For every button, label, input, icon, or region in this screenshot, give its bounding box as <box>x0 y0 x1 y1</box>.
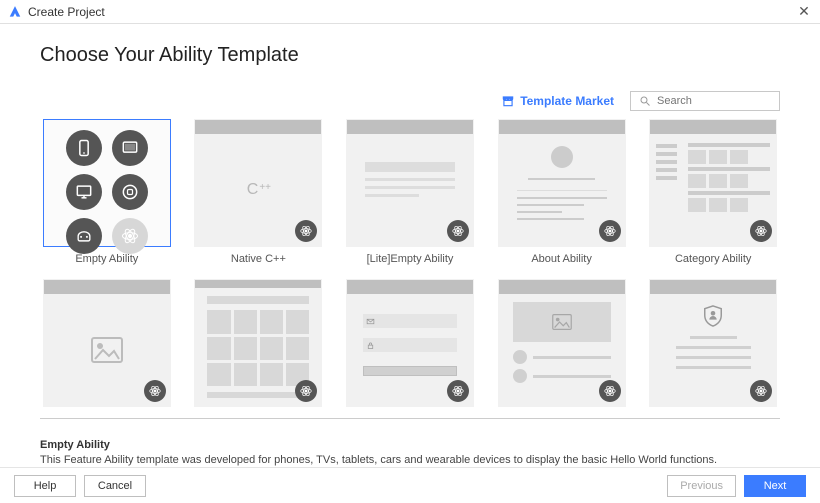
next-button[interactable]: Next <box>744 475 806 497</box>
template-card-header <box>650 280 776 294</box>
template-card[interactable] <box>194 279 322 407</box>
template-market-label: Template Market <box>520 94 614 108</box>
template-item <box>495 279 629 413</box>
harmony-badge-icon <box>144 380 166 402</box>
template-card[interactable] <box>498 279 626 407</box>
template-card[interactable] <box>649 279 777 407</box>
template-item: About Ability <box>495 119 629 265</box>
template-item: C++ Native C++ <box>192 119 326 265</box>
template-preview <box>347 294 473 406</box>
template-scroll[interactable]: Empty Ability C++ Native C++ [Lite]Empty Ab… <box>40 119 780 419</box>
app-logo-icon <box>8 5 22 19</box>
template-label: Native C++ <box>231 253 286 265</box>
titlebar: Create Project ✕ <box>0 0 820 24</box>
page-title: Choose Your Ability Template <box>40 44 780 67</box>
template-preview: C++ <box>195 134 321 246</box>
template-market-link[interactable]: Template Market <box>501 94 614 108</box>
template-card-header <box>347 280 473 294</box>
harmony-badge-icon <box>447 220 469 242</box>
template-label: Category Ability <box>675 253 751 265</box>
template-card-header <box>650 120 776 134</box>
window-title: Create Project <box>28 5 105 19</box>
template-item <box>192 279 326 413</box>
template-item: [Lite]Empty Ability <box>343 119 477 265</box>
template-preview <box>44 294 170 406</box>
template-preview <box>650 294 776 406</box>
template-item <box>40 279 174 413</box>
template-preview <box>44 120 170 254</box>
template-item: Category Ability <box>646 119 780 265</box>
template-card[interactable] <box>346 279 474 407</box>
description-title: Empty Ability <box>40 439 780 451</box>
cancel-button[interactable]: Cancel <box>84 475 146 497</box>
previous-button[interactable]: Previous <box>667 475 736 497</box>
template-card-header <box>499 120 625 134</box>
template-card[interactable] <box>346 119 474 247</box>
harmony-badge-icon <box>599 380 621 402</box>
harmony-badge-icon <box>447 380 469 402</box>
market-icon <box>501 94 515 108</box>
search-input[interactable] <box>657 95 771 107</box>
description-panel: Empty Ability This Feature Ability templ… <box>0 429 820 470</box>
template-preview <box>499 134 625 246</box>
harmony-badge-icon <box>599 220 621 242</box>
template-card[interactable] <box>649 119 777 247</box>
harmony-badge-icon <box>750 220 772 242</box>
template-preview <box>347 134 473 246</box>
template-item <box>343 279 477 413</box>
template-card-header <box>347 120 473 134</box>
template-preview <box>195 288 321 406</box>
template-item <box>646 279 780 413</box>
template-card-header <box>44 280 170 294</box>
template-preview <box>650 134 776 246</box>
template-card[interactable] <box>498 119 626 247</box>
close-icon[interactable]: ✕ <box>796 3 812 20</box>
template-card[interactable] <box>43 279 171 407</box>
template-card-header <box>499 280 625 294</box>
help-button[interactable]: Help <box>14 475 76 497</box>
template-label: Empty Ability <box>75 253 138 265</box>
template-item: Empty Ability <box>40 119 174 265</box>
template-card[interactable]: C++ <box>194 119 322 247</box>
search-box[interactable] <box>630 91 780 111</box>
template-preview <box>499 294 625 406</box>
description-text: This Feature Ability template was develo… <box>40 454 780 466</box>
template-card-header <box>195 280 321 288</box>
template-card-header <box>195 120 321 134</box>
footer: Help Cancel Previous Next <box>0 467 820 503</box>
harmony-badge-icon <box>750 380 772 402</box>
template-label: [Lite]Empty Ability <box>367 253 454 265</box>
search-icon <box>639 95 651 107</box>
template-card[interactable] <box>43 119 171 247</box>
template-label: About Ability <box>531 253 592 265</box>
